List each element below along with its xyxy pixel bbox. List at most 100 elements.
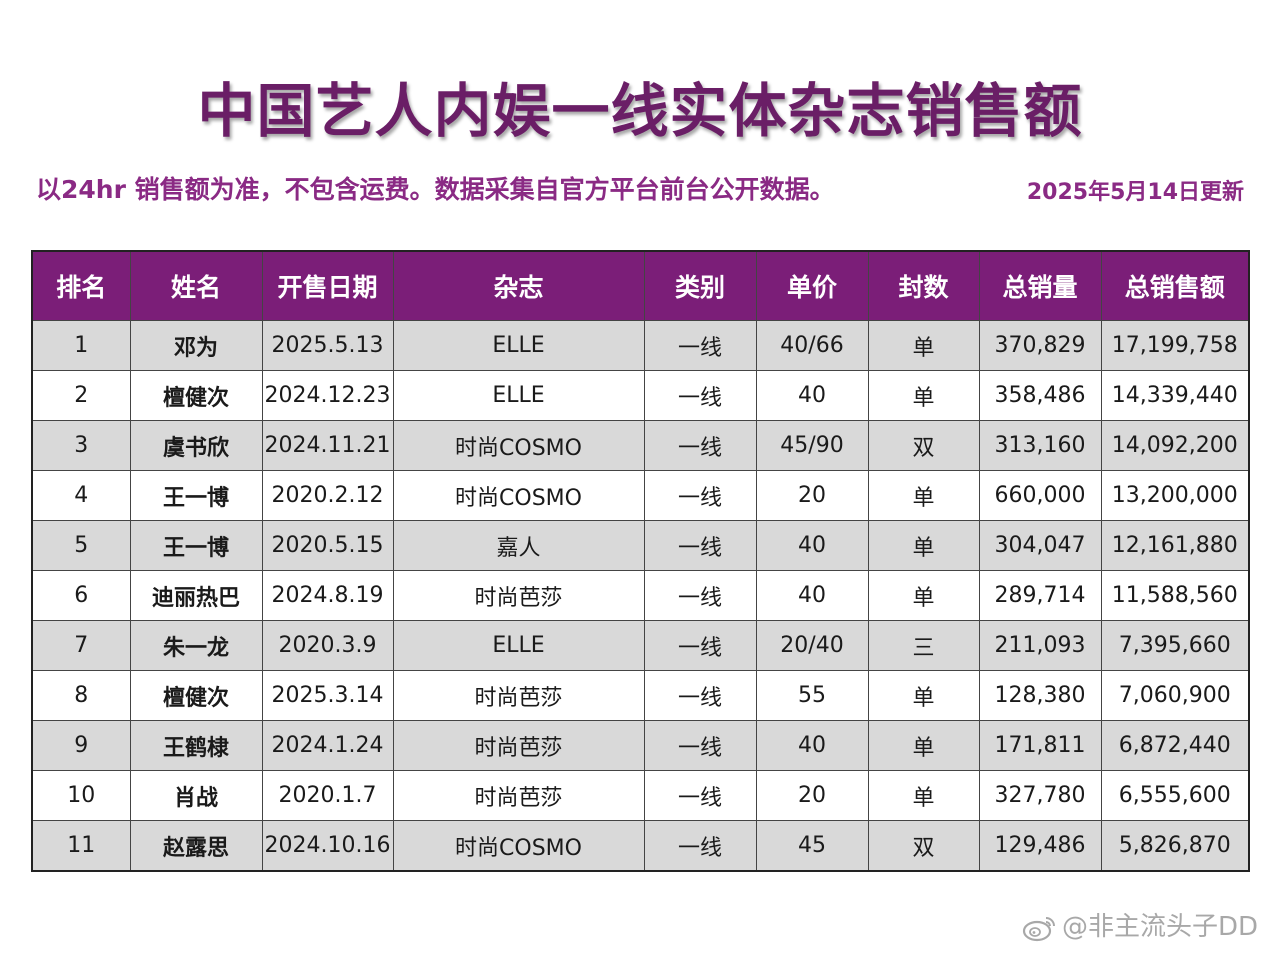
cell-magazine: ELLE [392,370,645,421]
header-magazine: 杂志 [392,251,645,321]
cell-cover-count: 双 [867,420,980,471]
cell-release-date: 2024.12.23 [261,370,394,421]
table-row: 2 檀健次 2024.12.23 ELLE 一线 40 单 358,486 14,339,440 [31,370,1250,421]
cell-unit-price: 40 [755,370,869,421]
table-row: 4 王一博 2020.2.12 时尚COSMO 一线 20 单 660,000 13,200,0… [31,470,1250,521]
cell-total-volume: 128,380 [978,670,1102,721]
cell-category: 一线 [643,370,757,421]
cell-total-revenue: 7,395,660 [1100,620,1250,671]
update-date: 2025年5月14日更新 [1026,180,1244,205]
cell-magazine: 时尚芭莎 [392,720,645,771]
cell-total-volume: 171,811 [978,720,1102,771]
cell-total-revenue: 14,339,440 [1100,370,1250,421]
cell-category: 一线 [643,620,757,671]
header-row: 排名 姓名 开售日期 杂志 类别 单价 封数 总销量 总销售额 [31,251,1250,321]
cell-category: 一线 [643,670,757,721]
cell-name: 王鹤棣 [129,720,263,771]
cell-release-date: 2020.2.12 [261,470,394,521]
cell-name: 迪丽热巴 [129,570,263,621]
cell-cover-count: 双 [867,820,980,872]
cell-total-volume: 129,486 [978,820,1102,872]
cell-unit-price: 20/40 [755,620,869,671]
cell-rank: 1 [31,320,131,371]
cell-rank: 4 [31,470,131,521]
table-row: 9 王鹤棣 2024.1.24 时尚芭莎 一线 40 单 171,811 6,872,440 [31,720,1250,771]
cell-total-revenue: 14,092,200 [1100,420,1250,471]
cell-name: 肖战 [129,770,263,821]
cell-total-revenue: 6,555,600 [1100,770,1250,821]
cell-total-volume: 211,093 [978,620,1102,671]
page-title: 中国艺人内娱一线实体杂志销售额 [197,77,1083,145]
cell-magazine: 时尚COSMO [392,420,645,471]
header-rank: 排名 [31,251,131,321]
table-row: 8 檀健次 2025.3.14 时尚芭莎 一线 55 单 128,380 7,060,900 [31,670,1250,721]
cell-category: 一线 [643,520,757,571]
cell-magazine: 时尚芭莎 [392,570,645,621]
cell-name: 虞书欣 [129,420,263,471]
cell-unit-price: 20 [755,770,869,821]
cell-name: 檀健次 [129,670,263,721]
sales-table: 排名 姓名 开售日期 杂志 类别 单价 封数 总销量 总销售额 1 邓为 2025.… [31,250,1250,872]
cell-cover-count: 单 [867,670,980,721]
header-category: 类别 [643,251,757,321]
cell-total-volume: 370,829 [978,320,1102,371]
cell-rank: 3 [31,420,131,471]
cell-rank: 2 [31,370,131,421]
cell-unit-price: 40/66 [755,320,869,371]
cell-unit-price: 45/90 [755,420,869,471]
header-name: 姓名 [129,251,263,321]
cell-release-date: 2024.11.21 [261,420,394,471]
cell-unit-price: 40 [755,520,869,571]
cell-unit-price: 45 [755,820,869,872]
cell-magazine: ELLE [392,320,645,371]
header-unit-price: 单价 [755,251,869,321]
table-row: 5 王一博 2020.5.15 嘉人 一线 40 单 304,047 12,161,880 [31,520,1250,571]
cell-category: 一线 [643,470,757,521]
cell-release-date: 2020.5.15 [261,520,394,571]
cell-name: 檀健次 [129,370,263,421]
cell-total-revenue: 6,872,440 [1100,720,1250,771]
cell-total-revenue: 7,060,900 [1100,670,1250,721]
cell-release-date: 2020.3.9 [261,620,394,671]
cell-category: 一线 [643,820,757,872]
cell-rank: 11 [31,820,131,872]
cell-rank: 8 [31,670,131,721]
subtitle-note: 以24hr 销售额为准，不包含运费。数据采集自官方平台前台公开数据。 [36,175,835,204]
cell-total-volume: 660,000 [978,470,1102,521]
cell-rank: 6 [31,570,131,621]
table-row: 11 赵露思 2024.10.16 时尚COSMO 一线 45 双 129,486 5,826,… [31,820,1250,872]
cell-name: 朱一龙 [129,620,263,671]
cell-category: 一线 [643,320,757,371]
cell-release-date: 2025.5.13 [261,320,394,371]
cell-total-revenue: 17,199,758 [1100,320,1250,371]
watermark-text: @非主流头子DD [1061,912,1258,942]
cell-total-revenue: 5,826,870 [1100,820,1250,872]
cell-unit-price: 55 [755,670,869,721]
cell-cover-count: 单 [867,370,980,421]
cell-cover-count: 三 [867,620,980,671]
cell-rank: 10 [31,770,131,821]
table-row: 1 邓为 2025.5.13 ELLE 一线 40/66 单 370,829 17,199,75… [31,320,1250,371]
header-cover-count: 封数 [867,251,980,321]
cell-release-date: 2024.8.19 [261,570,394,621]
cell-name: 王一博 [129,470,263,521]
cell-unit-price: 40 [755,570,869,621]
cell-cover-count: 单 [867,770,980,821]
cell-magazine: ELLE [392,620,645,671]
cell-total-volume: 289,714 [978,570,1102,621]
cell-cover-count: 单 [867,720,980,771]
cell-rank: 5 [31,520,131,571]
cell-category: 一线 [643,770,757,821]
cell-total-revenue: 12,161,880 [1100,520,1250,571]
cell-magazine: 时尚芭莎 [392,770,645,821]
cell-cover-count: 单 [867,320,980,371]
header-total-revenue: 总销售额 [1100,251,1250,321]
cell-category: 一线 [643,720,757,771]
cell-unit-price: 40 [755,720,869,771]
table-row: 7 朱一龙 2020.3.9 ELLE 一线 20/40 三 211,093 7,395,660 [31,620,1250,671]
cell-magazine: 嘉人 [392,520,645,571]
cell-cover-count: 单 [867,470,980,521]
cell-cover-count: 单 [867,570,980,621]
cell-release-date: 2024.10.16 [261,820,394,872]
weibo-icon [1022,916,1055,941]
